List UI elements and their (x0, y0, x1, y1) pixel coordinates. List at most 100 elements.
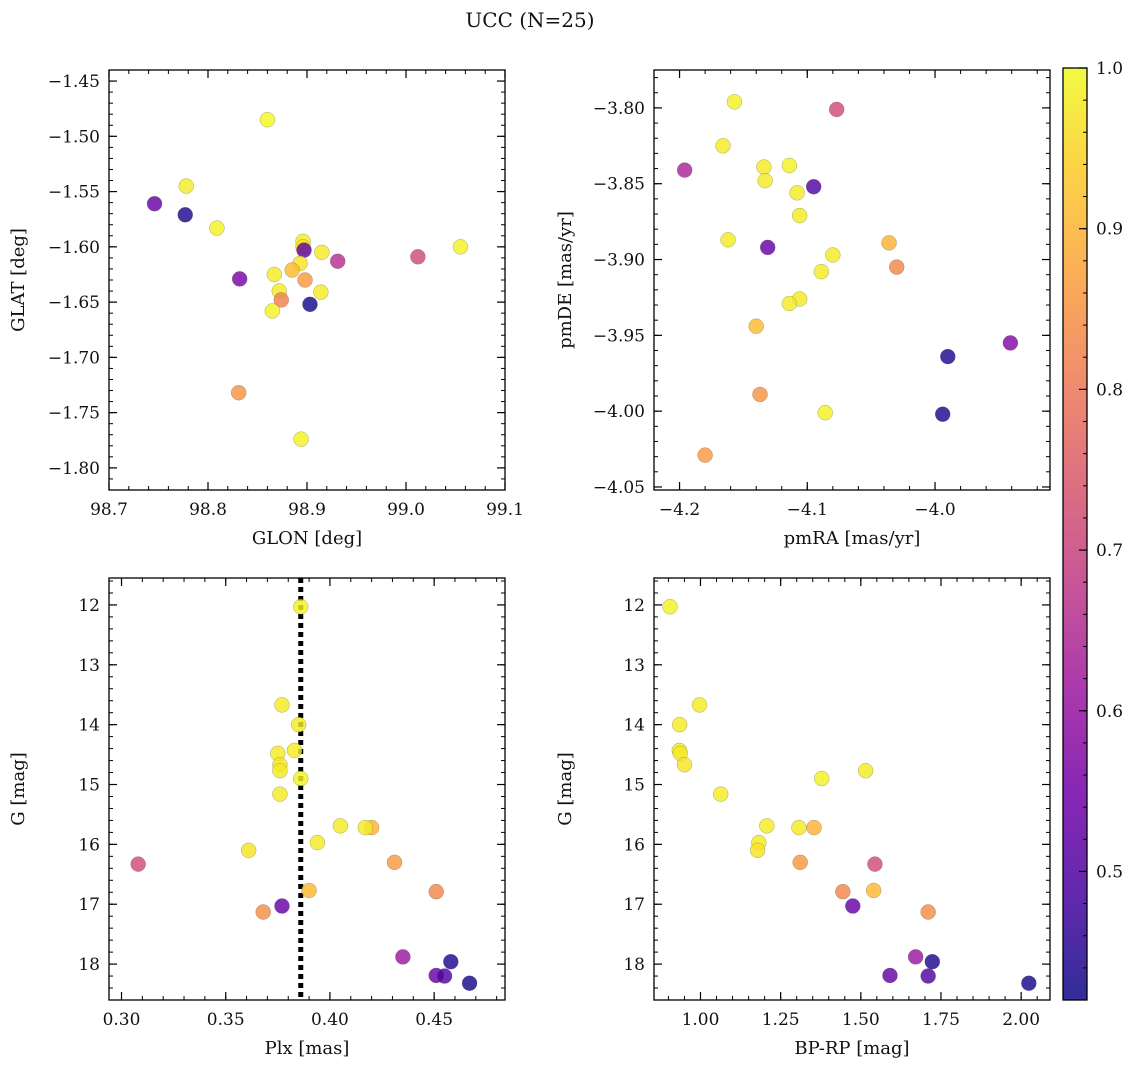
scatter-point (791, 819, 807, 836)
scatter-point (452, 239, 469, 255)
scatter-point (395, 949, 411, 965)
colorbar-tick-label: 0.6 (1096, 702, 1123, 722)
scatter-point (1002, 335, 1019, 351)
scatter-point (273, 292, 289, 308)
x-axis: 98.7 98.8 98.9 99.0 99.1 (90, 70, 524, 520)
scatter-point (924, 953, 941, 970)
y-tick-label: −4.00 (593, 402, 645, 422)
x-tick-label: 1.00 (682, 1010, 720, 1030)
scatter-point (1021, 975, 1037, 991)
y-tick-label: 15 (623, 776, 645, 796)
scatter-point (302, 296, 318, 313)
scatter-point (715, 138, 731, 154)
y-tick-label: 13 (623, 656, 645, 676)
y-tick-label: −1.45 (48, 72, 100, 92)
scatter-point (357, 819, 374, 836)
x-tick-label: 98.8 (189, 500, 227, 520)
scatter-point (240, 842, 257, 859)
y-tick-label: −4.05 (593, 478, 645, 498)
x-axis-label: BP-RP [mag] (794, 1038, 909, 1059)
scatter-point (806, 819, 822, 836)
y-axis-label: G [mag] (8, 752, 29, 825)
y-axis-label: pmDE [mas/yr] (555, 211, 576, 349)
scatter-point (865, 882, 882, 899)
scatter-point (662, 599, 678, 615)
y-axis: −1.45 −1.50 −1.55 −1.60 −1.65 −1.70 −1.75 −1.80 (48, 72, 505, 479)
y-axis: −3.80 −3.85 −3.90 −3.95 −4.00 −4.05 (593, 99, 1050, 498)
scatter-point (756, 159, 772, 175)
y-tick-label: −1.80 (48, 459, 100, 479)
scatter-point (178, 178, 194, 194)
colorbar-tick-label: 0.9 (1096, 220, 1123, 240)
scatter-points (676, 94, 1019, 463)
y-tick-label: −1.65 (48, 293, 100, 313)
x-axis: −4.2 −4.1 −4.0 (659, 70, 956, 520)
axes-frame (108, 69, 506, 491)
y-tick-label: 18 (78, 955, 100, 975)
minor-ticks (654, 70, 1050, 490)
scatter-point (720, 232, 736, 248)
scatter-point (825, 247, 841, 263)
scatter-point (386, 854, 403, 871)
scatter-point (314, 244, 330, 261)
scatter-point (920, 904, 936, 920)
x-tick-label: 0.30 (103, 1010, 141, 1030)
scatter-point (920, 968, 936, 984)
scatter-point (272, 786, 288, 802)
y-axis-label: GLAT [deg] (8, 228, 29, 332)
scatter-points (130, 599, 478, 991)
scatter-point (231, 271, 248, 287)
y-tick-label: −3.85 (593, 175, 645, 195)
scatter-point (676, 162, 693, 178)
panel-plx-g: 0.30 0.35 0.40 0.45 12 13 14 15 16 17 18 Plx [mas] G… (8, 577, 506, 1059)
x-tick-label: 99.0 (387, 500, 425, 520)
scatter-point (286, 742, 303, 759)
scatter-point (671, 716, 688, 733)
scatter-point (781, 157, 798, 174)
scatter-point (813, 770, 830, 787)
panel-bprp-g: 1.00 1.25 1.50 1.75 2.00 12 13 14 15 16 17 18 BP-RP … (555, 577, 1051, 1059)
x-tick-label: −4.1 (787, 500, 828, 520)
x-tick-label: 1.75 (922, 1010, 960, 1030)
colorbar-gradient (1063, 68, 1087, 1000)
scatter-point (712, 786, 729, 802)
colorbar-tick-label: 0.8 (1096, 380, 1123, 400)
y-axis-label: G [mag] (555, 752, 576, 825)
scatter-point (749, 842, 766, 859)
y-tick-label: 16 (623, 835, 645, 855)
scatter-point (274, 697, 290, 713)
scatter-point (272, 763, 288, 779)
scatter-point (867, 856, 883, 872)
x-axis-label: pmRA [mas/yr] (784, 528, 921, 549)
y-axis: 12 13 14 15 16 17 18 (78, 596, 505, 975)
x-tick-label: 98.9 (288, 500, 326, 520)
scatter-point (266, 266, 283, 283)
panel-glon-glat: 98.7 98.8 98.9 99.0 99.1 −1.45 −1.50 −1.55 −1.60… (8, 69, 524, 549)
scatter-point (209, 220, 225, 236)
scatter-point (881, 235, 897, 251)
y-tick-label: −1.75 (48, 404, 100, 424)
scatter-point (759, 239, 776, 256)
scatter-point (907, 949, 924, 965)
x-tick-label: 0.35 (207, 1010, 245, 1030)
colorbar: 0.5 0.6 0.7 0.8 0.9 1.0 (1062, 59, 1123, 1001)
x-axis-label: Plx [mas] (265, 1038, 350, 1059)
y-tick-label: 14 (623, 716, 645, 736)
y-tick-label: 12 (78, 596, 100, 616)
scatter-point (332, 818, 349, 834)
y-tick-label: 14 (78, 716, 100, 736)
scatter-point (805, 179, 822, 195)
x-tick-label: 99.1 (486, 500, 524, 520)
scatter-point (792, 854, 808, 871)
scatter-point (697, 447, 713, 463)
scatter-point (290, 716, 307, 733)
scatter-point (940, 348, 956, 365)
y-tick-label: 16 (78, 835, 100, 855)
y-tick-label: 13 (78, 656, 100, 676)
scatter-point (301, 882, 317, 899)
x-tick-label: −4.2 (659, 500, 700, 520)
scatter-point (726, 94, 743, 110)
scatter-point (293, 599, 309, 615)
x-tick-label: 98.7 (90, 500, 128, 520)
scatter-point (130, 856, 146, 872)
